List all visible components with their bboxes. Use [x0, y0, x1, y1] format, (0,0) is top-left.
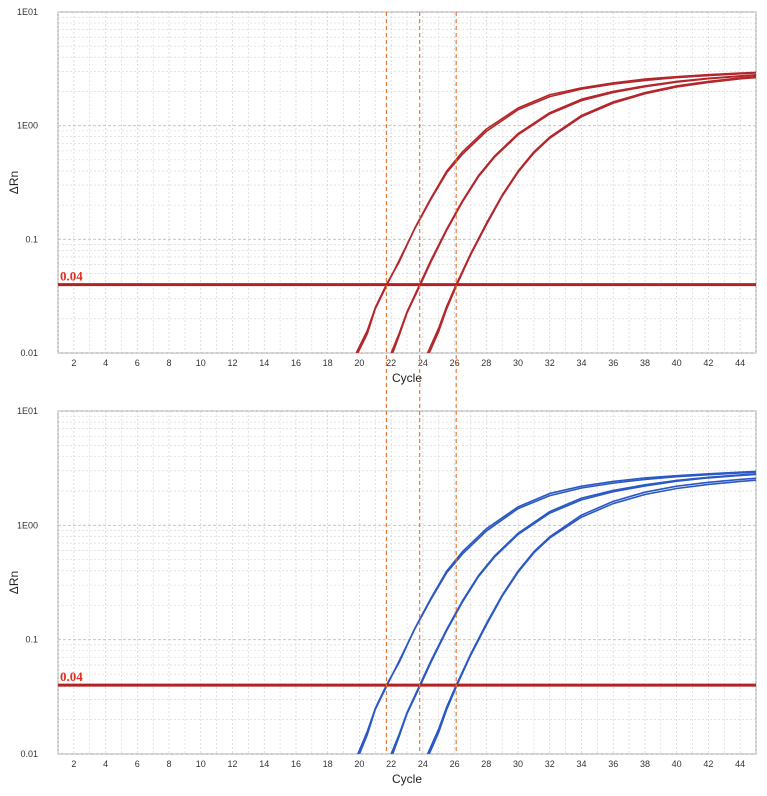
x-axis-title: Cycle: [392, 371, 422, 385]
y-tick-label: 1E01: [17, 7, 38, 17]
top-grid: [57, 11, 757, 354]
x-tick-label: 38: [640, 358, 650, 368]
x-tick-label: 26: [450, 759, 460, 769]
bottom-threshold-label: 0.04: [60, 669, 83, 684]
amplification-curve-6: [428, 76, 756, 353]
x-tick-label: 28: [481, 759, 491, 769]
x-tick-label: 22: [386, 358, 396, 368]
x-tick-label: 42: [703, 759, 713, 769]
x-tick-label: 16: [291, 759, 301, 769]
x-tick-label: 22: [386, 759, 396, 769]
x-tick-label: 6: [135, 759, 140, 769]
y-tick-label: 1E00: [17, 121, 38, 131]
x-tick-label: 18: [323, 759, 333, 769]
ct-markers: [385, 12, 457, 754]
x-tick-label: 2: [71, 759, 76, 769]
x-tick-label: 14: [259, 358, 269, 368]
x-tick-label: 20: [354, 358, 364, 368]
y-axis-title: ΔRn: [7, 171, 21, 194]
x-axis-title: Cycle: [392, 772, 422, 786]
bottom-plot-area: [57, 410, 757, 755]
x-tick-label: 10: [196, 759, 206, 769]
x-tick-label: 2: [71, 358, 76, 368]
amplification-curve-4: [391, 473, 756, 754]
x-tick-label: 12: [227, 358, 237, 368]
x-tick-label: 6: [135, 358, 140, 368]
x-tick-label: 30: [513, 358, 523, 368]
x-tick-label: 4: [103, 759, 108, 769]
x-tick-label: 42: [703, 358, 713, 368]
y-tick-label: 0.01: [20, 348, 38, 358]
x-tick-label: 44: [735, 358, 745, 368]
x-tick-label: 24: [418, 759, 428, 769]
x-tick-label: 34: [576, 759, 586, 769]
y-tick-label: 1E01: [17, 406, 38, 416]
x-tick-label: 24: [418, 358, 428, 368]
x-tick-label: 34: [576, 358, 586, 368]
bottom-curves: [357, 470, 756, 754]
x-tick-label: 38: [640, 759, 650, 769]
x-tick-label: 32: [545, 759, 555, 769]
x-tick-label: 32: [545, 358, 555, 368]
top-curves: [355, 71, 756, 353]
y-tick-label: 0.1: [25, 635, 38, 645]
top-threshold-label: 0.04: [60, 269, 83, 284]
amplification-curve-4: [391, 74, 756, 353]
x-tick-label: 44: [735, 759, 745, 769]
x-tick-label: 36: [608, 358, 618, 368]
x-tick-label: 40: [672, 358, 682, 368]
x-tick-label: 36: [608, 759, 618, 769]
x-tick-label: 16: [291, 358, 301, 368]
y-axis-title: ΔRn: [7, 571, 21, 594]
x-tick-label: 20: [354, 759, 364, 769]
bottom-grid: [57, 410, 757, 755]
x-tick-label: 28: [481, 358, 491, 368]
x-tick-label: 10: [196, 358, 206, 368]
x-tick-label: 8: [167, 759, 172, 769]
amplification-curve-6: [428, 479, 756, 754]
x-tick-label: 14: [259, 759, 269, 769]
x-tick-label: 26: [450, 358, 460, 368]
x-tick-label: 4: [103, 358, 108, 368]
y-tick-label: 0.1: [25, 234, 38, 244]
x-tick-label: 8: [167, 358, 172, 368]
y-tick-label: 1E00: [17, 520, 38, 530]
y-tick-label: 0.01: [20, 749, 38, 759]
x-tick-label: 18: [323, 358, 333, 368]
x-tick-label: 30: [513, 759, 523, 769]
x-tick-label: 40: [672, 759, 682, 769]
x-tick-label: 12: [227, 759, 237, 769]
